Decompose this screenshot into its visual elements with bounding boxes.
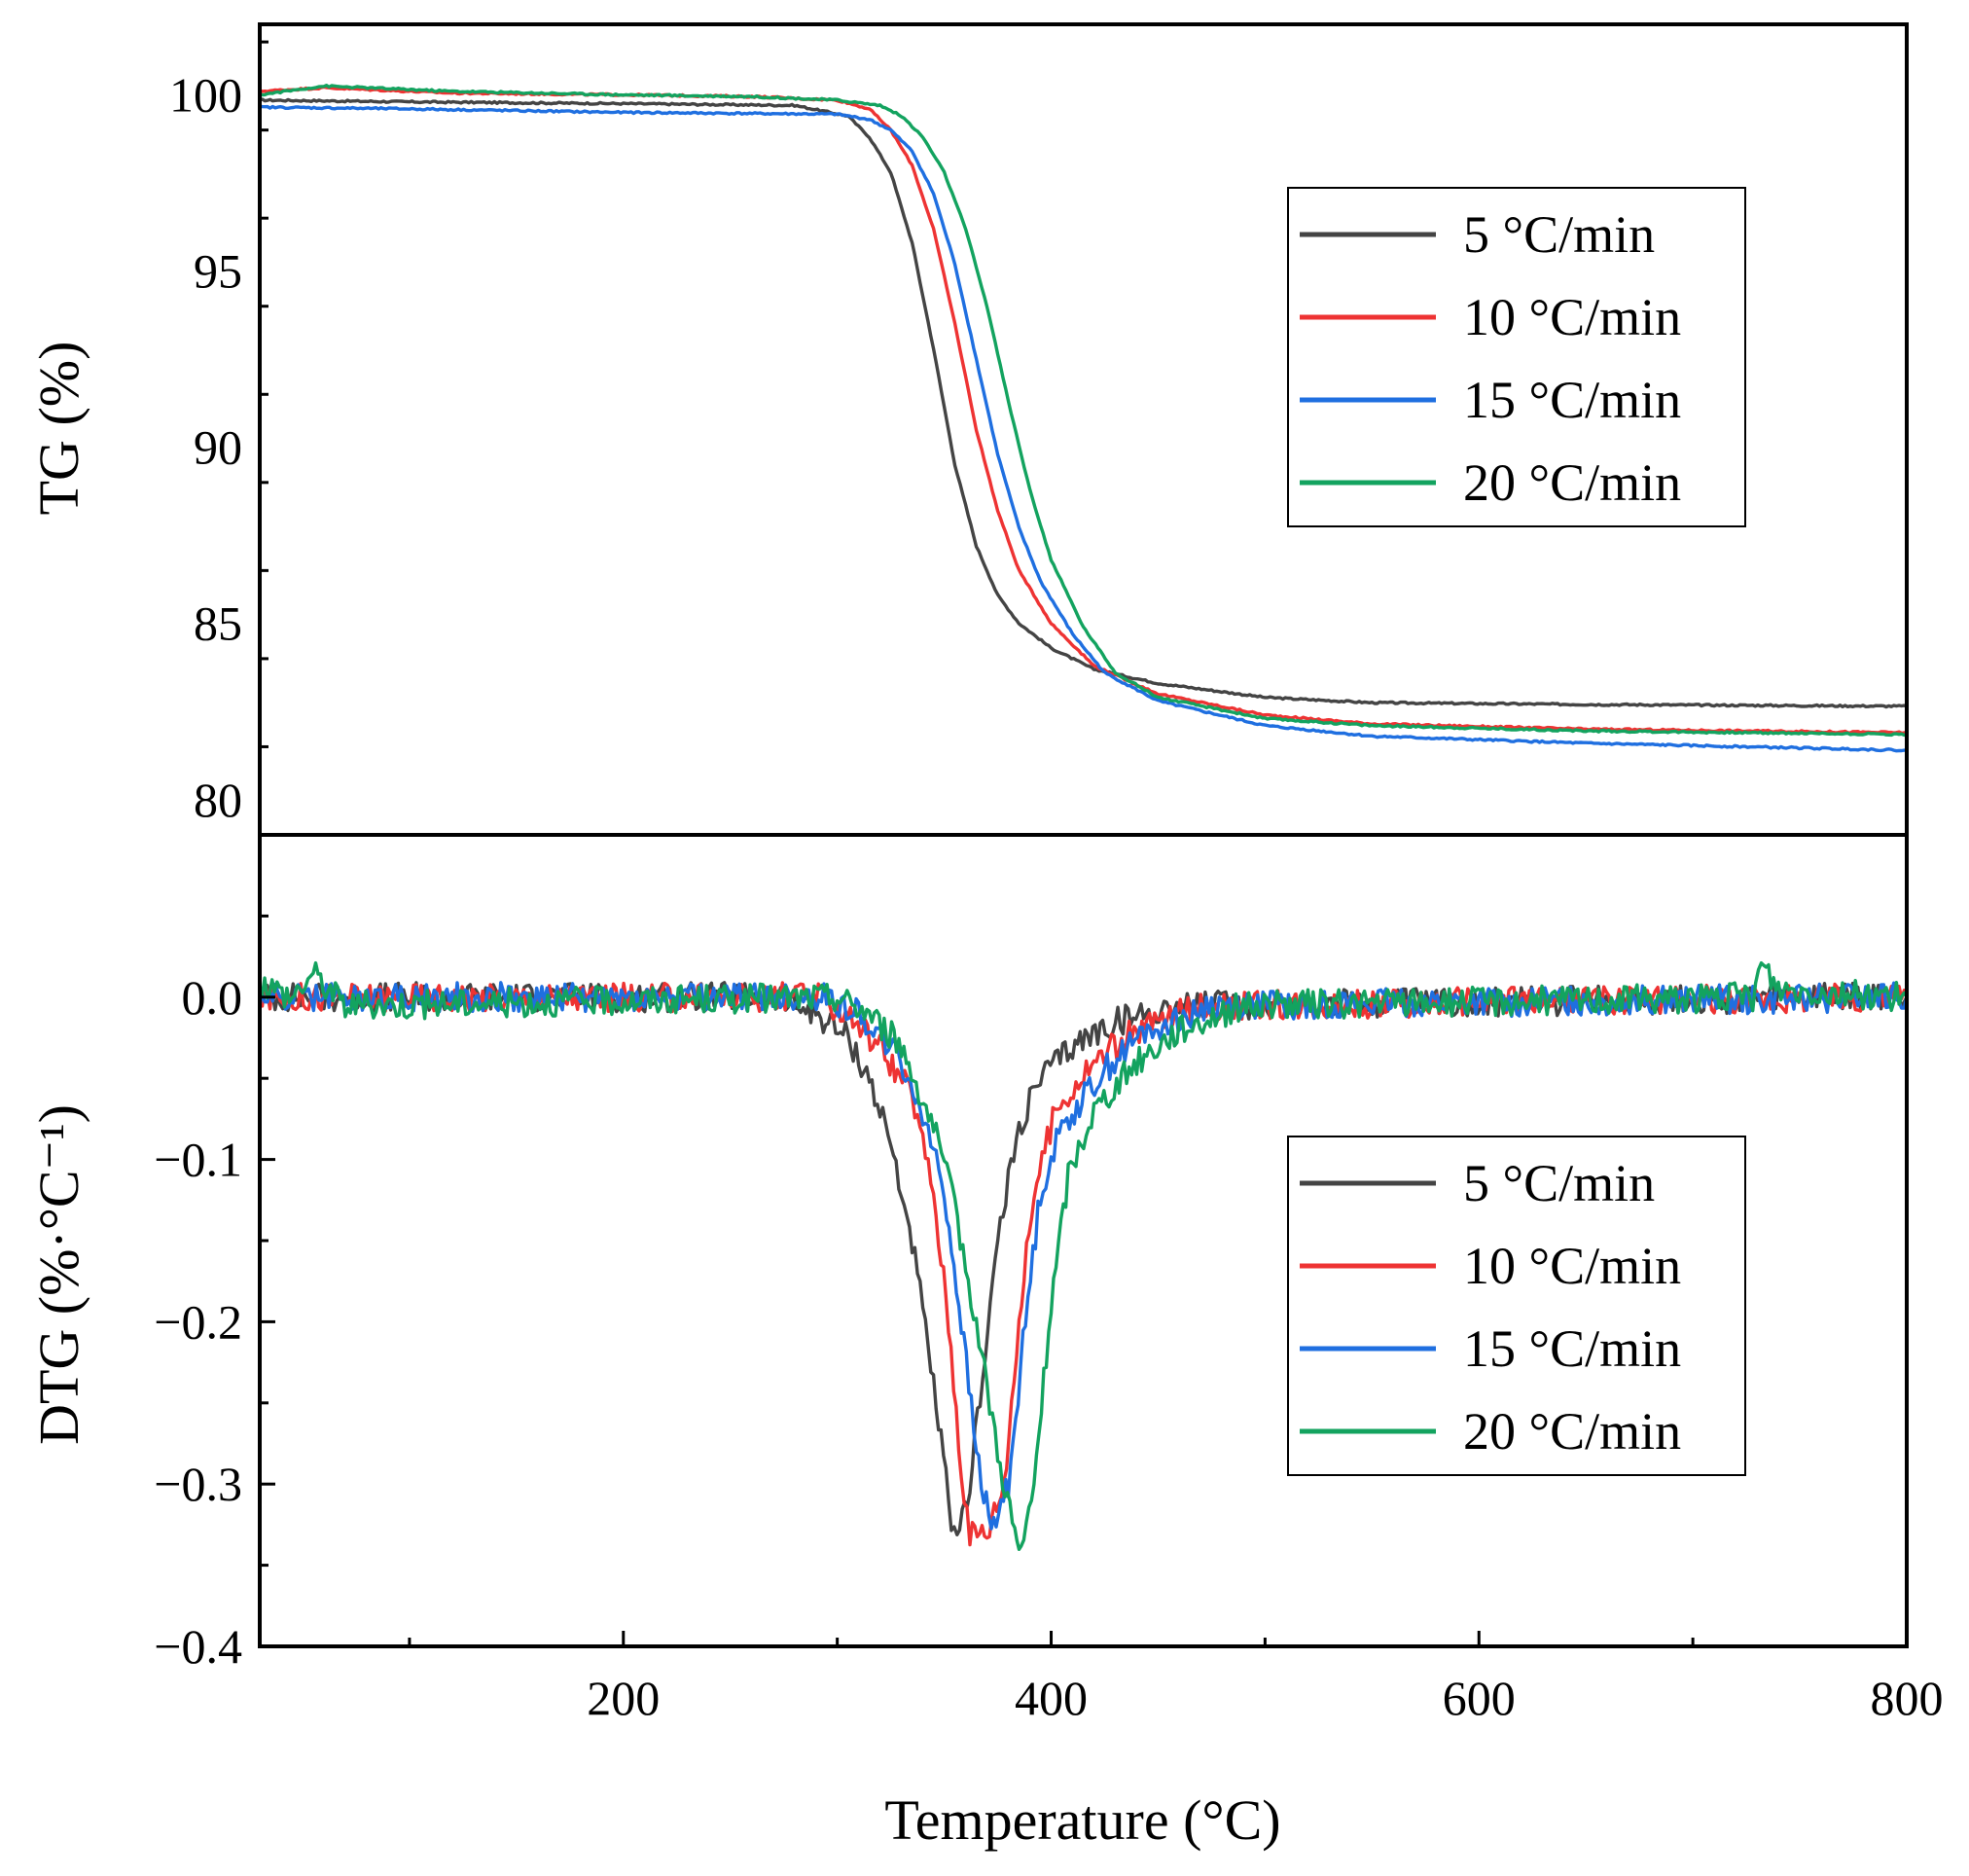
series-line-0-0 — [260, 97, 1907, 709]
legend-label-1-0: 5 °C/min — [1463, 1154, 1655, 1212]
y-tick-label-1-0: −0.4 — [154, 1619, 242, 1674]
legend-label-0-1: 10 °C/min — [1463, 288, 1681, 346]
tg-panel: 80 85 90 95 100 5 °C/min 10 °C/min 15 °C/min 20 … — [169, 22, 1909, 837]
legend-label-0-0: 5 °C/min — [1463, 205, 1655, 264]
x-tick-label-3: 800 — [1871, 1671, 1944, 1725]
y-tick-label-0-1: 85 — [194, 596, 242, 651]
legend-1: 5 °C/min 10 °C/min 15 °C/min 20 °C/min — [1287, 1136, 1746, 1476]
legend-label-0-3: 20 °C/min — [1463, 453, 1681, 512]
dtg-panel: −0.4 −0.3 −0.2 −0.1 0.0 200 400 600 800 5 °C/min 1… — [154, 833, 1944, 1725]
series-line-0-3 — [260, 83, 1907, 738]
series-line-1-3 — [260, 960, 1907, 1552]
x-axis-title: Temperature (°C) — [884, 1788, 1280, 1852]
y-tick-label-0-0: 80 — [194, 773, 242, 827]
legend-label-1-1: 10 °C/min — [1463, 1237, 1681, 1295]
y-tick-label-0-2: 90 — [194, 420, 242, 475]
legend-0: 5 °C/min 10 °C/min 15 °C/min 20 °C/min — [1287, 187, 1746, 527]
x-tick-label-2: 600 — [1443, 1671, 1516, 1725]
y-tick-label-1-2: −0.2 — [154, 1294, 242, 1349]
series-line-0-2 — [260, 104, 1907, 753]
x-tick-label-1: 400 — [1015, 1671, 1088, 1725]
dtg-axis-title: DTG (%·°C⁻¹) — [27, 1104, 90, 1445]
tg-axis-title: TG (%) — [27, 342, 90, 516]
y-tick-label-0-4: 100 — [169, 67, 242, 122]
legend-label-1-3: 20 °C/min — [1463, 1402, 1681, 1461]
legend-label-0-2: 15 °C/min — [1463, 371, 1681, 429]
y-tick-label-1-4: 0.0 — [182, 970, 243, 1025]
legend-label-1-2: 15 °C/min — [1463, 1319, 1681, 1378]
y-tick-label-0-3: 95 — [194, 244, 242, 299]
y-tick-label-1-3: −0.1 — [154, 1133, 242, 1187]
x-tick-label-0: 200 — [587, 1671, 660, 1725]
y-tick-label-1-1: −0.3 — [154, 1457, 242, 1511]
